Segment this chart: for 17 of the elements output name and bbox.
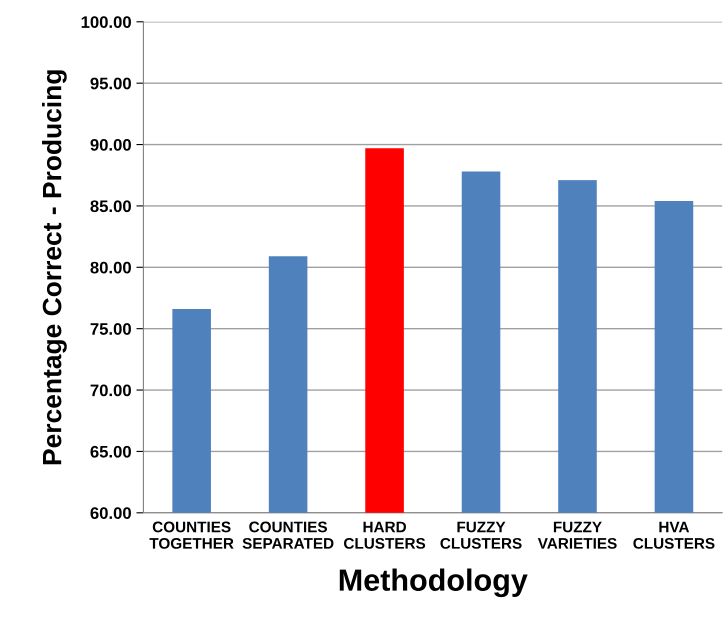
y-tick-label: 85.00 [90, 200, 131, 212]
x-tick-label: FUZZY CLUSTERS [440, 522, 522, 549]
y-tick-label: 65.00 [90, 446, 131, 458]
y-tick-label: 60.00 [90, 507, 131, 520]
y-tick-label: 75.00 [90, 323, 131, 335]
y-axis-title: Percentage Correct - Producing [42, 70, 67, 464]
x-tick-label: HVA CLUSTERS [633, 522, 715, 549]
y-tick-label: 100.00 [82, 16, 131, 28]
x-tick-label: COUNTIES SEPARATED [242, 522, 334, 549]
y-tick-label: 80.00 [90, 262, 131, 274]
x-tick-label: FUZZY VARIETIES [538, 522, 617, 549]
x-axis-title: Methodology [340, 568, 528, 598]
x-tick-label: COUNTIES TOGETHER [150, 522, 234, 549]
y-tick-label: 95.00 [90, 78, 131, 90]
y-tick-label: 90.00 [90, 138, 131, 151]
x-tick-label: HARD CLUSTERS [344, 522, 426, 549]
y-tick-label: 70.00 [90, 384, 131, 396]
